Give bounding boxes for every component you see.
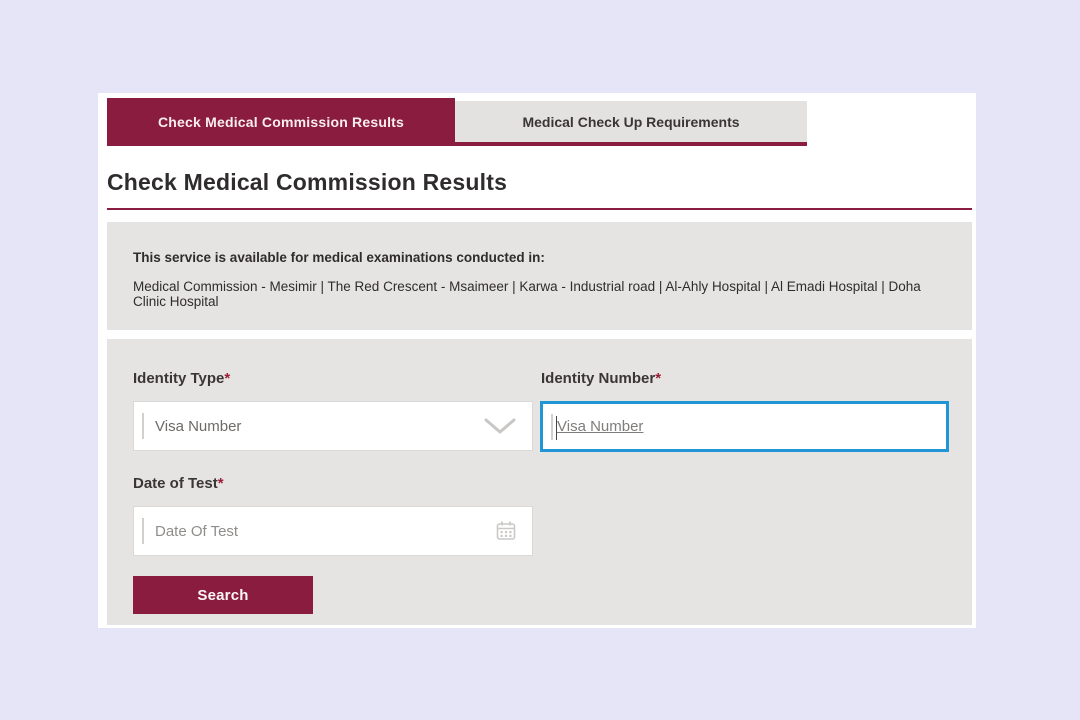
field-accent-bar	[551, 413, 553, 440]
identity-type-select[interactable]: Visa Number	[133, 401, 533, 451]
identity-type-selected-value: Visa Number	[155, 417, 242, 435]
tab-check-medical-commission-results[interactable]: Check Medical Commission Results	[107, 98, 455, 146]
required-asterisk: *	[224, 370, 231, 387]
field-accent-bar	[142, 518, 144, 544]
date-of-test-field[interactable]: Date Of Test	[133, 506, 533, 556]
tab-bar: Check Medical Commission Results Medical…	[107, 98, 807, 146]
identity-number-label: Identity Number*	[541, 370, 662, 387]
identity-type-label: Identity Type*	[133, 370, 231, 387]
tab-label: Check Medical Commission Results	[157, 114, 405, 130]
content-panel: Check Medical Commission Results Medical…	[98, 93, 976, 628]
info-heading: This service is available for medical ex…	[133, 250, 545, 265]
search-button[interactable]: Search	[133, 576, 313, 614]
identity-number-input[interactable]	[553, 404, 946, 449]
required-asterisk: *	[655, 370, 662, 387]
calendar-icon[interactable]	[494, 519, 518, 543]
search-form: Identity Type* Identity Number* Date of …	[107, 339, 972, 625]
text-cursor	[556, 416, 557, 440]
date-of-test-label: Date of Test*	[133, 475, 224, 492]
tab-label: Medical Check Up Requirements	[522, 113, 740, 130]
service-info-box: This service is available for medical ex…	[107, 222, 972, 330]
tab-medical-check-up-requirements[interactable]: Medical Check Up Requirements	[455, 101, 807, 146]
chevron-down-icon	[484, 418, 516, 435]
required-asterisk: *	[217, 475, 224, 492]
title-divider	[107, 208, 972, 210]
identity-number-field-wrapper	[540, 401, 949, 452]
info-locations-list: Medical Commission - Mesimir | The Red C…	[133, 279, 921, 309]
page-title: Check Medical Commission Results	[107, 169, 508, 195]
field-accent-bar	[142, 413, 144, 439]
date-of-test-placeholder: Date Of Test	[155, 522, 239, 540]
